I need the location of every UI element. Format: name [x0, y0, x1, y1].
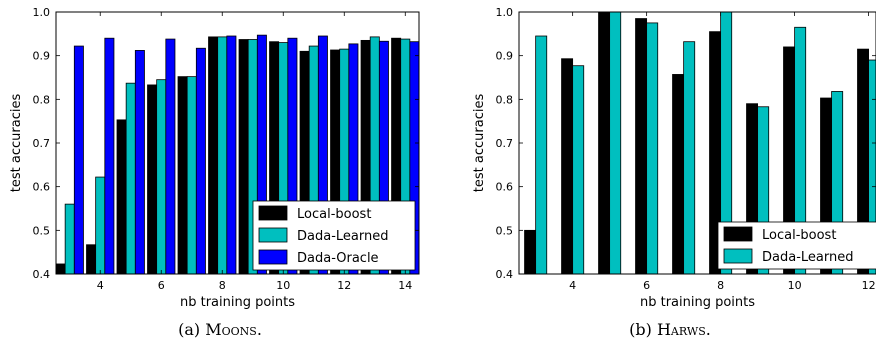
moons-bar-local-boost-8	[208, 36, 219, 274]
moons-bar-dada-learned-7	[186, 76, 197, 274]
harws-ytick-label-0: 0.4	[496, 268, 514, 281]
harws-bar-dada-learned-8	[720, 12, 733, 274]
harws-ytick-label-2: 0.6	[496, 181, 514, 194]
caption-a-suffix: .	[256, 320, 262, 339]
moons-bar-local-boost-7	[177, 76, 188, 274]
harws-chart: 0.4 0.5 0.6 0.7 0.8 0.9 1.0 4 6 8 10 12 nb training …	[472, 6, 876, 310]
moons-ylabel: test accuracies	[9, 94, 24, 193]
moons-bar-local-boost-3	[56, 263, 66, 274]
moons-bar-dada-oracle-13	[378, 40, 389, 274]
harws-ytick-label-1: 0.5	[496, 224, 514, 237]
moons-ytick-label-0: 0.4	[33, 268, 51, 281]
harws-legend-swatch-local-boost	[723, 226, 753, 242]
moons-bar-dada-learned-4	[95, 176, 106, 274]
moons-ytick-label-5: 0.9	[33, 50, 51, 63]
moons-ytick-label-1: 0.5	[33, 224, 51, 237]
moons-xtick-label-2: 8	[219, 279, 226, 292]
harws-bar-dada-learned-11	[831, 91, 844, 274]
harws-ytick-label-5: 0.9	[496, 50, 514, 63]
caption-b: (b) Harws.	[470, 320, 870, 339]
moons-legend: Local-boost Dada-Learned Dada-Oracle	[252, 200, 416, 271]
harws-bar-local-boost-4	[561, 58, 574, 274]
moons-legend-swatch-local-boost	[258, 205, 288, 221]
moons-bar-dada-oracle-7	[195, 47, 206, 274]
harws-legend-label-dada-learned: Dada-Learned	[762, 250, 853, 265]
harws-bar-local-boost-6	[635, 18, 648, 274]
caption-a-name: Moons	[205, 320, 257, 339]
moons-bar-local-boost-5	[116, 119, 127, 274]
moons-ytick-label-3: 0.7	[33, 137, 51, 150]
moons-bar-dada-oracle-6	[165, 38, 176, 274]
moons-xtick-label-4: 12	[337, 279, 351, 292]
harws-xlabel: nb training points	[640, 295, 755, 310]
moons-bar-dada-oracle-11	[317, 35, 328, 274]
moons-bar-dada-oracle-4	[104, 37, 115, 274]
moons-legend-swatch-dada-learned	[258, 227, 288, 243]
moons-bar-dada-learned-5	[125, 82, 136, 274]
moons-bar-local-boost-9	[238, 39, 249, 274]
moons-legend-swatch-dada-oracle	[258, 249, 288, 265]
moons-xtick-label-0: 4	[97, 279, 104, 292]
moons-bar-dada-learned-8	[217, 36, 228, 274]
moons-bar-dada-oracle-9	[256, 34, 267, 274]
harws-ytick-label-4: 0.8	[496, 93, 514, 106]
caption-b-suffix: .	[705, 320, 711, 339]
harws-xtick-label-2: 8	[717, 279, 724, 292]
moons-bars	[56, 34, 419, 274]
harws-bar-dada-learned-5	[609, 12, 622, 274]
moons-xtick-label-5: 14	[398, 279, 412, 292]
moons-xtick-label-3: 10	[276, 279, 290, 292]
moons-bar-dada-oracle-12	[348, 43, 359, 274]
moons-bar-dada-oracle-10	[287, 37, 298, 274]
moons-legend-label-local-boost: Local-boost	[297, 207, 371, 222]
harws-xtick-label-1: 6	[643, 279, 650, 292]
harws-ylabel: test accuracies	[472, 94, 487, 193]
harws-bars	[524, 12, 876, 274]
harws-legend: Local-boost Dada-Learned	[717, 221, 876, 270]
moons-ytick-label-4: 0.8	[33, 93, 51, 106]
harws-xtick-label-0: 4	[569, 279, 576, 292]
harws-bar-local-boost-7	[672, 74, 685, 274]
moons-bar-dada-learned-3	[64, 203, 75, 274]
moons-bar-dada-learned-6	[156, 79, 167, 274]
harws-xtick-label-3: 10	[788, 279, 802, 292]
moons-bar-dada-oracle-5	[134, 50, 145, 274]
harws-bar-dada-learned-9	[757, 106, 770, 274]
moons-xtick-label-1: 6	[158, 279, 165, 292]
harws-bar-dada-learned-4	[572, 65, 585, 274]
harws-ytick-label-6: 1.0	[496, 6, 514, 19]
harws-bar-dada-learned-6	[646, 22, 659, 274]
moons-bar-local-boost-4	[86, 244, 97, 274]
caption-a-label: (a)	[178, 320, 201, 339]
moons-legend-label-dada-learned: Dada-Learned	[297, 229, 388, 244]
harws-bar-dada-learned-7	[683, 41, 696, 274]
harws-bar-local-boost-5	[598, 12, 611, 274]
moons-chart: 0.4 0.5 0.6 0.7 0.8 0.9 1.0 4 6 8 10 12 14 nb trainin…	[9, 6, 420, 310]
moons-bar-dada-oracle-8	[226, 35, 237, 274]
harws-xtick-label-4: 12	[862, 279, 876, 292]
moons-ytick-label-6: 1.0	[33, 6, 51, 19]
caption-b-label: (b)	[629, 320, 652, 339]
moons-xlabel: nb training points	[180, 295, 295, 310]
harws-legend-swatch-dada-learned	[723, 248, 753, 264]
caption-a: (a) Moons.	[20, 320, 420, 339]
moons-ytick-label-2: 0.6	[33, 181, 51, 194]
harws-bar-dada-learned-3	[535, 35, 548, 274]
harws-ytick-label-3: 0.7	[496, 137, 514, 150]
harws-legend-label-local-boost: Local-boost	[762, 228, 836, 243]
moons-bar-dada-oracle-3	[73, 45, 84, 274]
moons-legend-label-dada-oracle: Dada-Oracle	[297, 251, 379, 266]
moons-bar-local-boost-6	[147, 84, 158, 274]
harws-bar-local-boost-3	[524, 229, 537, 274]
caption-b-name: Harws	[656, 320, 706, 339]
